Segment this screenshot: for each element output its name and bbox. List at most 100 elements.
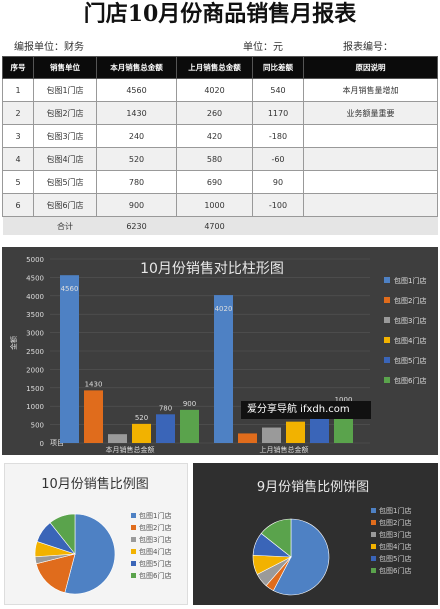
legend-swatch [384,377,390,383]
chart-title: 9月份销售比例饼图 [257,479,369,495]
table-cell: 420 [176,124,253,148]
col-header: 上月销售总金额 [176,56,253,79]
table-cell: 90 [252,170,304,194]
bar-value-label: 900 [183,400,196,408]
bar [238,433,257,443]
table-row: 3 包图3门店 240 420 -180 [2,124,438,148]
table-cell [303,193,438,217]
table-cell: 包图6门店 [33,193,97,217]
legend-swatch [371,532,376,537]
table-cell: 900 [96,193,177,217]
col-header: 销售单位 [33,56,97,79]
y-tick-label: 500 [31,422,44,430]
legend-entry: 包图4门店 [139,547,171,556]
y-tick-label: 1000 [26,403,44,411]
pie-slice [260,518,292,558]
sales-table: 序号 销售单位 本月销售总金额 上月销售总金额 同比差额 原因说明 1 包图1门店… [2,56,438,235]
total-cell: 4700 [176,216,253,235]
legend-entry: 包图1门店 [394,276,426,285]
legend-entry: 包图6门店 [139,571,171,580]
bar [60,275,79,443]
bar [286,421,305,443]
table-cell: 540 [252,78,304,102]
legend-swatch [371,568,376,573]
legend-swatch [131,537,136,542]
table-cell: 580 [176,147,253,171]
table-cell: 包图5门店 [33,170,97,194]
legend-swatch [384,337,390,343]
table-cell [303,170,438,194]
x-axis-label: 项目 [50,439,64,447]
table-row: 1 包图1门店 4560 4020 540 本月销售量增加 [2,78,438,102]
bar [180,409,199,443]
table-cell: 4560 [96,78,177,102]
bar [262,427,281,443]
legend-swatch [384,317,390,323]
legend-swatch [131,573,136,578]
bar [132,423,151,443]
legend-swatch [371,508,376,513]
x-tick-label: 上月销售总金额 [260,445,309,454]
table-cell: 业务额量重要 [303,101,438,125]
legend-entry: 包图4门店 [379,542,411,551]
table-cell: 4 [2,147,34,171]
table-cell [303,147,438,171]
watermark: 爱分享导航 ifxdh.com [241,401,371,419]
pie-slice [49,513,76,555]
legend-swatch [384,277,390,283]
legend-entry: 包图2门店 [394,296,426,305]
currency-unit: 单位：元 [243,42,283,53]
table-cell: 包图1门店 [33,78,97,102]
total-cell [252,216,304,235]
total-cell [2,216,34,235]
pie-slice [64,513,116,595]
legend-entry: 包图2门店 [139,523,171,532]
bar-value-label: 1000 [335,396,353,404]
table-cell: 690 [176,170,253,194]
y-axis-label: 金额 [9,336,18,350]
legend-swatch [131,549,136,554]
bar-value-label: 4020 [215,305,233,313]
chart-title: 10月份销售对比柱形图 [140,261,284,277]
x-tick-label: 本月销售总金额 [106,445,155,454]
legend-entry: 包图3门店 [379,530,411,539]
y-tick-label: 5000 [26,256,44,264]
y-tick-label: 4000 [26,293,44,301]
legend-entry: 包图5门店 [139,559,171,568]
report-number: 报表编号： [343,42,393,53]
y-tick-label: 4500 [26,274,44,282]
legend-swatch [384,357,390,363]
table-cell: 520 [96,147,177,171]
table-cell: -60 [252,147,304,171]
legend-entry: 包图1门店 [379,506,411,515]
reporting-unit: 编报单位：财务 [14,42,84,53]
total-row: 合计 6230 4700 [2,216,438,235]
chart-title: 10月份销售比例图 [41,476,149,492]
col-header: 本月销售总金额 [96,56,177,79]
table-cell: -100 [252,193,304,217]
table-cell: -180 [252,124,304,148]
table-cell: 1430 [96,101,177,125]
col-header: 序号 [2,56,34,79]
table-cell: 5 [2,170,34,194]
bar [84,390,103,443]
pie-slice [272,518,330,596]
table-cell: 6 [2,193,34,217]
legend-swatch [371,544,376,549]
total-cell: 合计 [33,216,97,235]
legend-swatch [131,525,136,530]
legend-entry: 包图3门店 [394,316,426,325]
table-row: 5 包图5门店 780 690 90 [2,170,438,194]
y-tick-label: 1500 [26,385,44,393]
bar-value-label: 780 [159,404,172,412]
table-cell: 1170 [252,101,304,125]
legend-entry: 包图6门店 [394,376,426,385]
legend-entry: 包图3门店 [139,535,171,544]
table-row: 2 包图2门店 1430 260 1170 业务额量重要 [2,101,438,125]
legend-entry: 包图5门店 [394,356,426,365]
table-cell: 3 [2,124,34,148]
legend-swatch [371,556,376,561]
table-cell: 包图4门店 [33,147,97,171]
